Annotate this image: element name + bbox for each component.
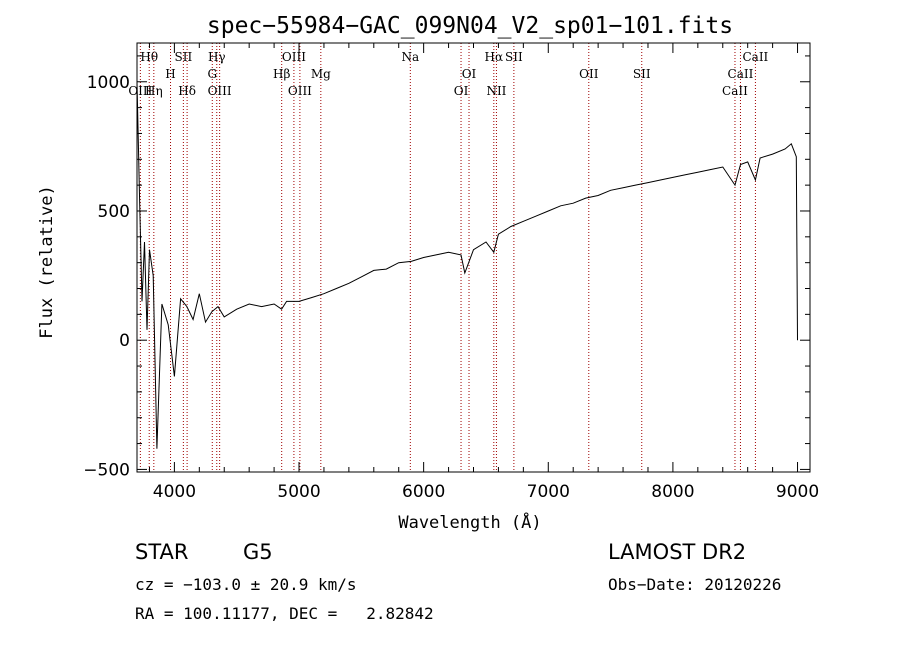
line-label-20: SII (633, 67, 651, 81)
x-tick-label: 9000 (776, 482, 819, 502)
x-tick-label: 5000 (277, 482, 320, 502)
line-label-5: Hδ (178, 84, 196, 98)
line-label-1: OIII (128, 84, 152, 98)
y-tick-label: 1000 (87, 73, 130, 93)
obs-date-text: Obs−Date: 20120226 (608, 575, 782, 594)
line-markers (139, 43, 756, 472)
line-labels: HθOIIIHηHSIIHδHγGOIIIOIIIHβOIIIMgNaOIOIH… (128, 50, 768, 98)
y-tick-label: 0 (119, 331, 130, 351)
line-label-13: Na (401, 50, 419, 64)
line-label-9: OIII (282, 50, 306, 64)
line-label-8: OIII (208, 84, 232, 98)
y-tick-label: −500 (83, 460, 130, 480)
line-label-15: OI (454, 84, 469, 98)
line-label-2: Hη (145, 84, 163, 98)
line-label-18: NII (486, 84, 506, 98)
x-tick-label: 7000 (527, 482, 570, 502)
redshift-text: cz = −103.0 ± 20.9 km/s (135, 575, 357, 594)
line-label-11: OIII (288, 84, 312, 98)
line-label-17: SII (505, 50, 523, 64)
object-class: STAR (135, 540, 189, 564)
y-axis: −500 0 500 1000 (83, 55, 810, 480)
x-axis: 4000 5000 6000 7000 8000 9000 (148, 43, 819, 502)
line-label-21: CaII (742, 50, 768, 64)
line-label-4: SII (175, 50, 193, 64)
plot-frame (136, 42, 811, 473)
line-label-22: CaII (728, 67, 754, 81)
line-label-6: Hγ (208, 50, 226, 64)
chart-title: spec−55984−GAC_099N04_V2_sp01−101.fits (207, 13, 733, 39)
line-label-19: OII (579, 67, 599, 81)
line-label-7: G (207, 67, 217, 81)
survey-name: LAMOST DR2 (608, 540, 747, 564)
line-label-12: Mg (311, 67, 331, 81)
x-tick-label: 4000 (153, 482, 196, 502)
line-label-3: H (165, 67, 175, 81)
line-label-0: Hθ (140, 50, 158, 64)
line-label-10: Hβ (273, 67, 290, 81)
x-tick-label: 6000 (402, 482, 445, 502)
line-label-14: OI (462, 67, 477, 81)
coordinates-text: RA = 100.11177, DEC = 2.82842 (135, 604, 434, 623)
line-label-16: Hα (485, 50, 504, 64)
line-label-23: CaII (722, 84, 748, 98)
x-axis-label: Wavelength (Å) (398, 511, 541, 533)
y-tick-label: 500 (98, 202, 130, 222)
spectrum-line (136, 81, 798, 449)
y-axis-label: Flux (relative) (37, 185, 57, 339)
x-tick-label: 8000 (651, 482, 694, 502)
object-subclass: G5 (243, 540, 273, 564)
